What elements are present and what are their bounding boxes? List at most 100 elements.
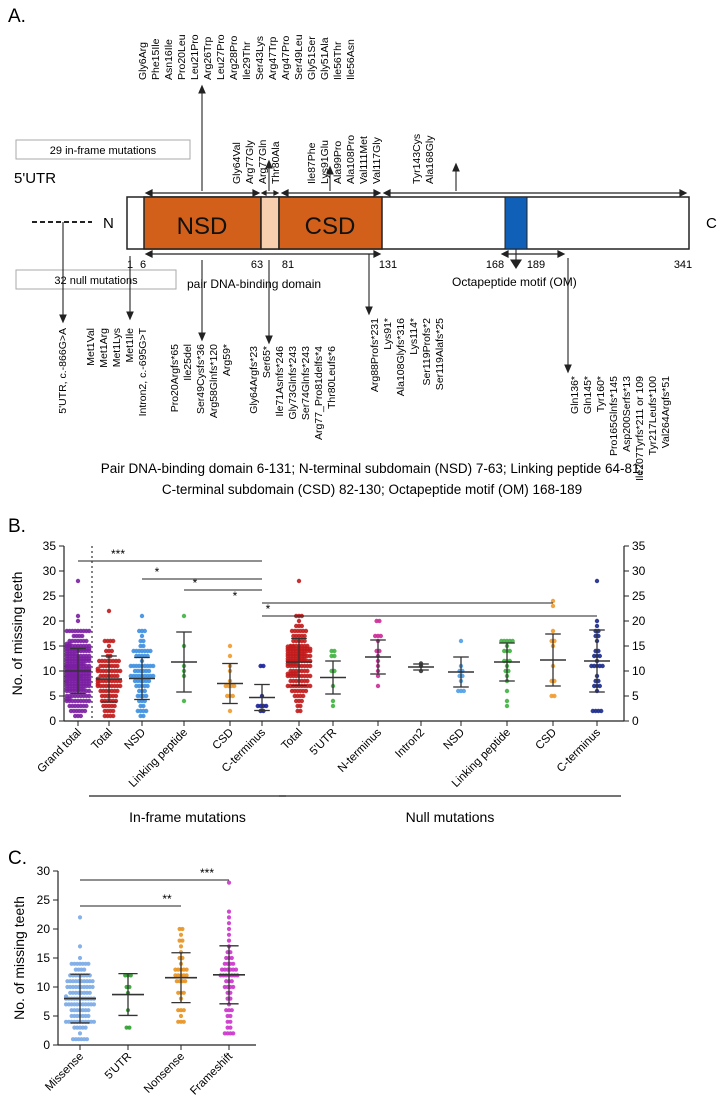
data-point [87, 671, 92, 676]
data-point [144, 708, 149, 714]
panel-label-a: A. [8, 6, 26, 27]
data-point [228, 1025, 233, 1030]
x-tick-label: CSD [210, 727, 236, 753]
mutation-label: Pro20Leu [176, 34, 188, 80]
data-point [95, 666, 101, 671]
data-point [184, 967, 189, 972]
data-point [305, 668, 310, 674]
data-point [84, 638, 89, 644]
panel-label-c: C. [8, 848, 27, 869]
mutation-label: Ile29Thr [241, 41, 253, 80]
data-point [594, 578, 600, 584]
mutations-above: Gly6Arg Phe15Ile Asn16Ile Pro20Leu Leu21Pro A… [137, 34, 436, 184]
mutation-label: Ser65* [261, 346, 273, 378]
data-point [127, 1025, 132, 1030]
mutation-label: Ser43Lys [254, 36, 266, 80]
data-point [95, 681, 101, 686]
data-point [111, 638, 116, 644]
data-point [75, 613, 81, 619]
data-point [550, 598, 556, 604]
mutation-label: Ile56Thr [332, 41, 344, 80]
data-point [226, 880, 232, 885]
data-point [87, 698, 92, 704]
data-point [139, 633, 145, 639]
mutation-label: Lys91Glu [319, 140, 331, 184]
data-point [142, 688, 147, 694]
data-point [151, 673, 156, 679]
mutation-label: Arg47Trp [267, 36, 279, 80]
data-point [90, 984, 95, 990]
significance-label: * [266, 602, 271, 616]
mutation-label: Gly73Glnfs*243 [287, 346, 299, 420]
y-tick-label-right: 15 [632, 639, 646, 653]
y-tick-label: 30 [37, 864, 51, 878]
data-point [228, 1013, 233, 1019]
significance-label: *** [111, 547, 125, 561]
y-tick-label-right: 5 [632, 689, 639, 703]
panel-label-b: B. [8, 516, 26, 537]
data-point [510, 638, 515, 644]
mutation-label: Ser74Glnfs*243 [300, 346, 312, 420]
mutation-label: Tyr143Cys [411, 134, 423, 184]
mutation-label: Asn16Ile [163, 39, 175, 80]
x-tick-label: N-terminus [336, 726, 384, 774]
y-tick-label: 30 [43, 564, 57, 578]
nsd-domain [143, 196, 262, 250]
data-point [550, 603, 556, 609]
data-point [64, 679, 70, 684]
mutation-label: Gln145* [582, 376, 594, 414]
data-point [77, 955, 83, 961]
data-point [151, 663, 156, 669]
mutation-label: Ala108Glyfs*316 [395, 318, 407, 396]
data-point [75, 578, 81, 584]
data-point [504, 688, 510, 694]
data-point [181, 698, 187, 704]
null-box [15, 269, 177, 290]
data-point [180, 938, 185, 943]
mutation-label: Arg58Glnfs*120 [208, 344, 220, 418]
data-point [226, 926, 232, 932]
data-point [112, 703, 117, 709]
significance-label: ** [162, 892, 172, 906]
data-point [302, 656, 307, 661]
mutation-label: Asp200Serfs*13 [621, 376, 633, 452]
pair-domain-label: pair DNA-binding domain [187, 277, 321, 291]
mutation-label: Val117Gly [371, 136, 383, 184]
data-point [594, 618, 600, 624]
mutation-label: Arg88Profs*231 [369, 318, 381, 392]
data-point [73, 651, 78, 656]
data-point [299, 623, 304, 629]
mutation-label: Ser119Alafs*25 [434, 318, 446, 390]
data-point [78, 713, 84, 719]
data-point [87, 656, 92, 661]
data-point [90, 979, 95, 984]
y-tick-label: 20 [37, 922, 51, 936]
y-tick-label: 10 [37, 980, 51, 994]
position-numbers: 1 6 63 81 131 168 189 341 [127, 259, 692, 271]
data-point [226, 938, 232, 943]
pos-81: 81 [282, 259, 294, 271]
y-tick-label: 0 [49, 714, 56, 728]
mutation-label: Ala99Pro [332, 141, 344, 184]
data-point [87, 688, 92, 694]
group-label: In-frame mutations [129, 809, 246, 825]
mutation-label: Tyr160* [595, 376, 607, 412]
x-tick-label: NSD [122, 727, 148, 753]
data-point [504, 703, 510, 709]
mutation-label: Ala108Pro [345, 135, 357, 184]
data-point [148, 648, 153, 654]
data-point [550, 628, 556, 634]
data-point [139, 613, 145, 619]
mutation-label: Met1Arg [98, 328, 110, 368]
data-point [141, 643, 146, 649]
mutation-label: Met1Ile [124, 328, 136, 363]
data-point [303, 628, 309, 634]
data-point [230, 693, 235, 699]
mutation-label: Pro165Glnfs*145 [608, 376, 620, 456]
x-tick-label: Nonsense [142, 1051, 187, 1096]
data-point [302, 651, 307, 656]
data-point [181, 1019, 186, 1024]
data-point [180, 926, 185, 932]
mutation-label: Ser119Profs*2 [421, 318, 433, 386]
data-point [308, 673, 313, 679]
